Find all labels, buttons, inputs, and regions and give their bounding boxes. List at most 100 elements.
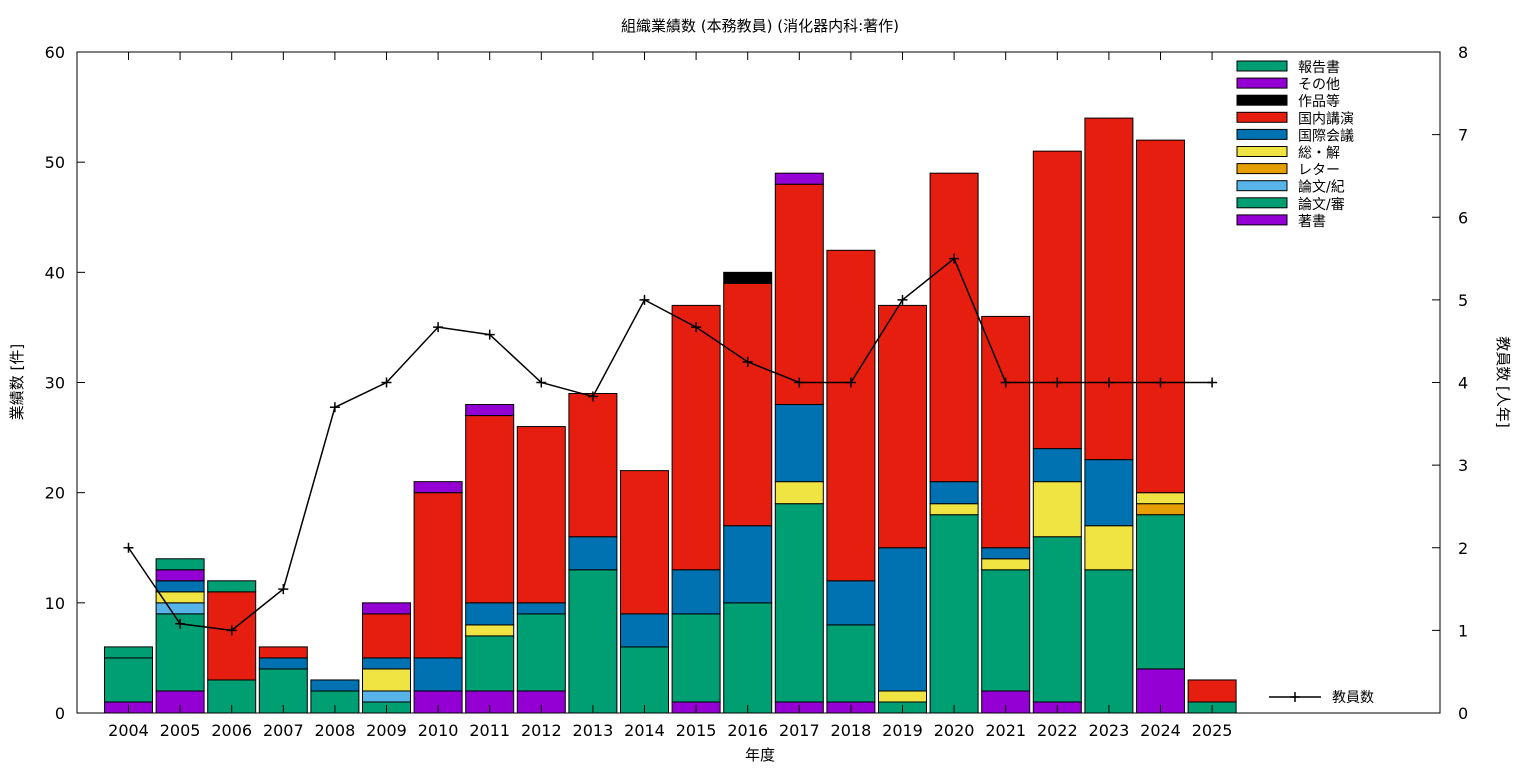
bar-2009-series-2 <box>362 690 411 703</box>
bar-2018-series-1 <box>826 624 876 703</box>
legend-swatch-9 <box>1236 214 1288 226</box>
teacher-count-point-2012 <box>536 377 547 388</box>
bar-2010-series-5 <box>413 657 463 692</box>
bar-2012-series-1 <box>516 613 566 692</box>
bar-2017-series-8 <box>774 172 824 185</box>
bar-2022-series-1 <box>1032 536 1082 703</box>
bar-2021-series-6 <box>981 315 1031 549</box>
x-tick-label-2011: 2011 <box>469 721 510 740</box>
bar-2005-series-5 <box>155 580 205 593</box>
bar-2020-series-4 <box>929 503 979 516</box>
bar-2024-series-6 <box>1136 139 1185 494</box>
teacher-count-point-2011 <box>484 329 495 340</box>
bar-2006-series-9 <box>207 580 257 593</box>
teacher-count-point-2017 <box>794 377 805 388</box>
y2-tick-label-5: 5 <box>1458 291 1468 310</box>
teacher-count-point-2005 <box>175 618 186 629</box>
bar-2022-series-6 <box>1032 150 1082 450</box>
bar-2010-series-6 <box>413 492 463 659</box>
x-tick-label-2024: 2024 <box>1140 721 1181 740</box>
legend-swatch-1 <box>1236 77 1288 89</box>
bar-2024-series-3 <box>1136 503 1185 516</box>
legend-label-4: 国際会議 <box>1298 127 1354 144</box>
y2-tick-label-8: 8 <box>1458 43 1468 62</box>
legend-swatch-6 <box>1236 163 1288 175</box>
bar-2005-series-4 <box>155 591 205 604</box>
x-tick-label-2025: 2025 <box>1192 721 1233 740</box>
legend-line-marker <box>1290 692 1300 702</box>
y2-axis-label: 教員数 [人年] <box>1494 336 1512 427</box>
x-tick-label-2009: 2009 <box>366 721 407 740</box>
bar-2011-series-4 <box>465 624 515 637</box>
x-tick-label-2021: 2021 <box>985 721 1026 740</box>
legend-swatch-8 <box>1236 197 1288 209</box>
bar-2014-series-5 <box>620 613 669 648</box>
bar-2019-series-4 <box>878 690 927 703</box>
teacher-count-point-2013 <box>587 391 598 402</box>
bar-2009-series-6 <box>362 613 411 659</box>
bar-2020-series-5 <box>929 481 979 505</box>
bar-2011-series-6 <box>465 415 515 604</box>
x-tick-label-2016: 2016 <box>727 721 768 740</box>
bar-2010-series-8 <box>413 481 463 494</box>
y-tick-label-10: 10 <box>45 594 65 613</box>
x-tick-label-2013: 2013 <box>573 721 614 740</box>
teacher-count-point-2015 <box>691 322 702 333</box>
legend-label-0: 報告書 <box>1298 60 1340 76</box>
teacher-count-polyline <box>127 257 1213 632</box>
bar-2022-series-4 <box>1032 481 1082 538</box>
bar-2025-series-6 <box>1187 679 1237 703</box>
bar-2013-series-6 <box>568 393 618 538</box>
bar-2020-series-6 <box>929 172 979 483</box>
bar-2011-series-1 <box>465 635 515 692</box>
bar-2016-series-7 <box>723 271 773 284</box>
bar-2024-series-1 <box>1136 514 1185 670</box>
bar-2017-series-4 <box>774 481 824 505</box>
x-tick-label-2018: 2018 <box>831 721 872 740</box>
bar-2007-series-5 <box>258 657 308 670</box>
y2-tick-label-0: 0 <box>1458 704 1468 723</box>
bar-2016-series-1 <box>723 602 773 714</box>
bar-2009-series-5 <box>362 657 411 670</box>
x-tick-label-2004: 2004 <box>108 721 149 740</box>
x-tick-label-2012: 2012 <box>521 721 562 740</box>
legend-swatch-3 <box>1236 111 1288 123</box>
teacher-count-point-2007 <box>278 584 289 595</box>
teacher-count-point-2004 <box>123 542 134 553</box>
legend-label-8: 論文/審 <box>1298 197 1345 213</box>
bar-2006-series-6 <box>207 591 257 681</box>
bar-2005-series-2 <box>155 602 205 615</box>
bar-2005-series-8 <box>155 569 205 582</box>
teacher-count-point-2014 <box>639 294 650 305</box>
x-tick-label-2010: 2010 <box>418 721 459 740</box>
x-tick-label-2019: 2019 <box>882 721 923 740</box>
bar-2004-series-9 <box>104 646 153 659</box>
teacher-count-point-2009 <box>381 377 392 388</box>
y-tick-label-20: 20 <box>45 484 65 503</box>
bar-2021-series-1 <box>981 569 1031 692</box>
x-axis-label: 年度 <box>745 746 775 764</box>
bar-2011-series-8 <box>465 404 515 417</box>
bar-2024-series-4 <box>1136 492 1185 505</box>
bar-2014-series-6 <box>620 470 669 615</box>
bar-2017-series-6 <box>774 183 824 406</box>
bar-2012-series-6 <box>516 426 566 604</box>
teacher-count-point-2006 <box>226 625 237 636</box>
y-tick-label-0: 0 <box>55 704 65 723</box>
y-axis-label: 業績数 [件] <box>8 344 26 420</box>
teacher-count-point-2019 <box>897 294 908 305</box>
legend-label-6: レター <box>1298 163 1340 179</box>
y2-tick-label-1: 1 <box>1458 621 1468 640</box>
teacher-count-point-2021 <box>1000 377 1011 388</box>
y2-tick-label-3: 3 <box>1458 456 1468 475</box>
legend-swatch-0 <box>1236 60 1288 72</box>
x-tick-label-2020: 2020 <box>934 721 975 740</box>
bar-2012-series-5 <box>516 602 566 615</box>
teacher-count-line <box>123 253 1218 636</box>
bar-2016-series-6 <box>723 282 773 527</box>
teacher-count-point-2008 <box>329 402 340 413</box>
x-tick-label-2006: 2006 <box>211 721 252 740</box>
legend-label-5: 総・解 <box>1298 146 1340 162</box>
